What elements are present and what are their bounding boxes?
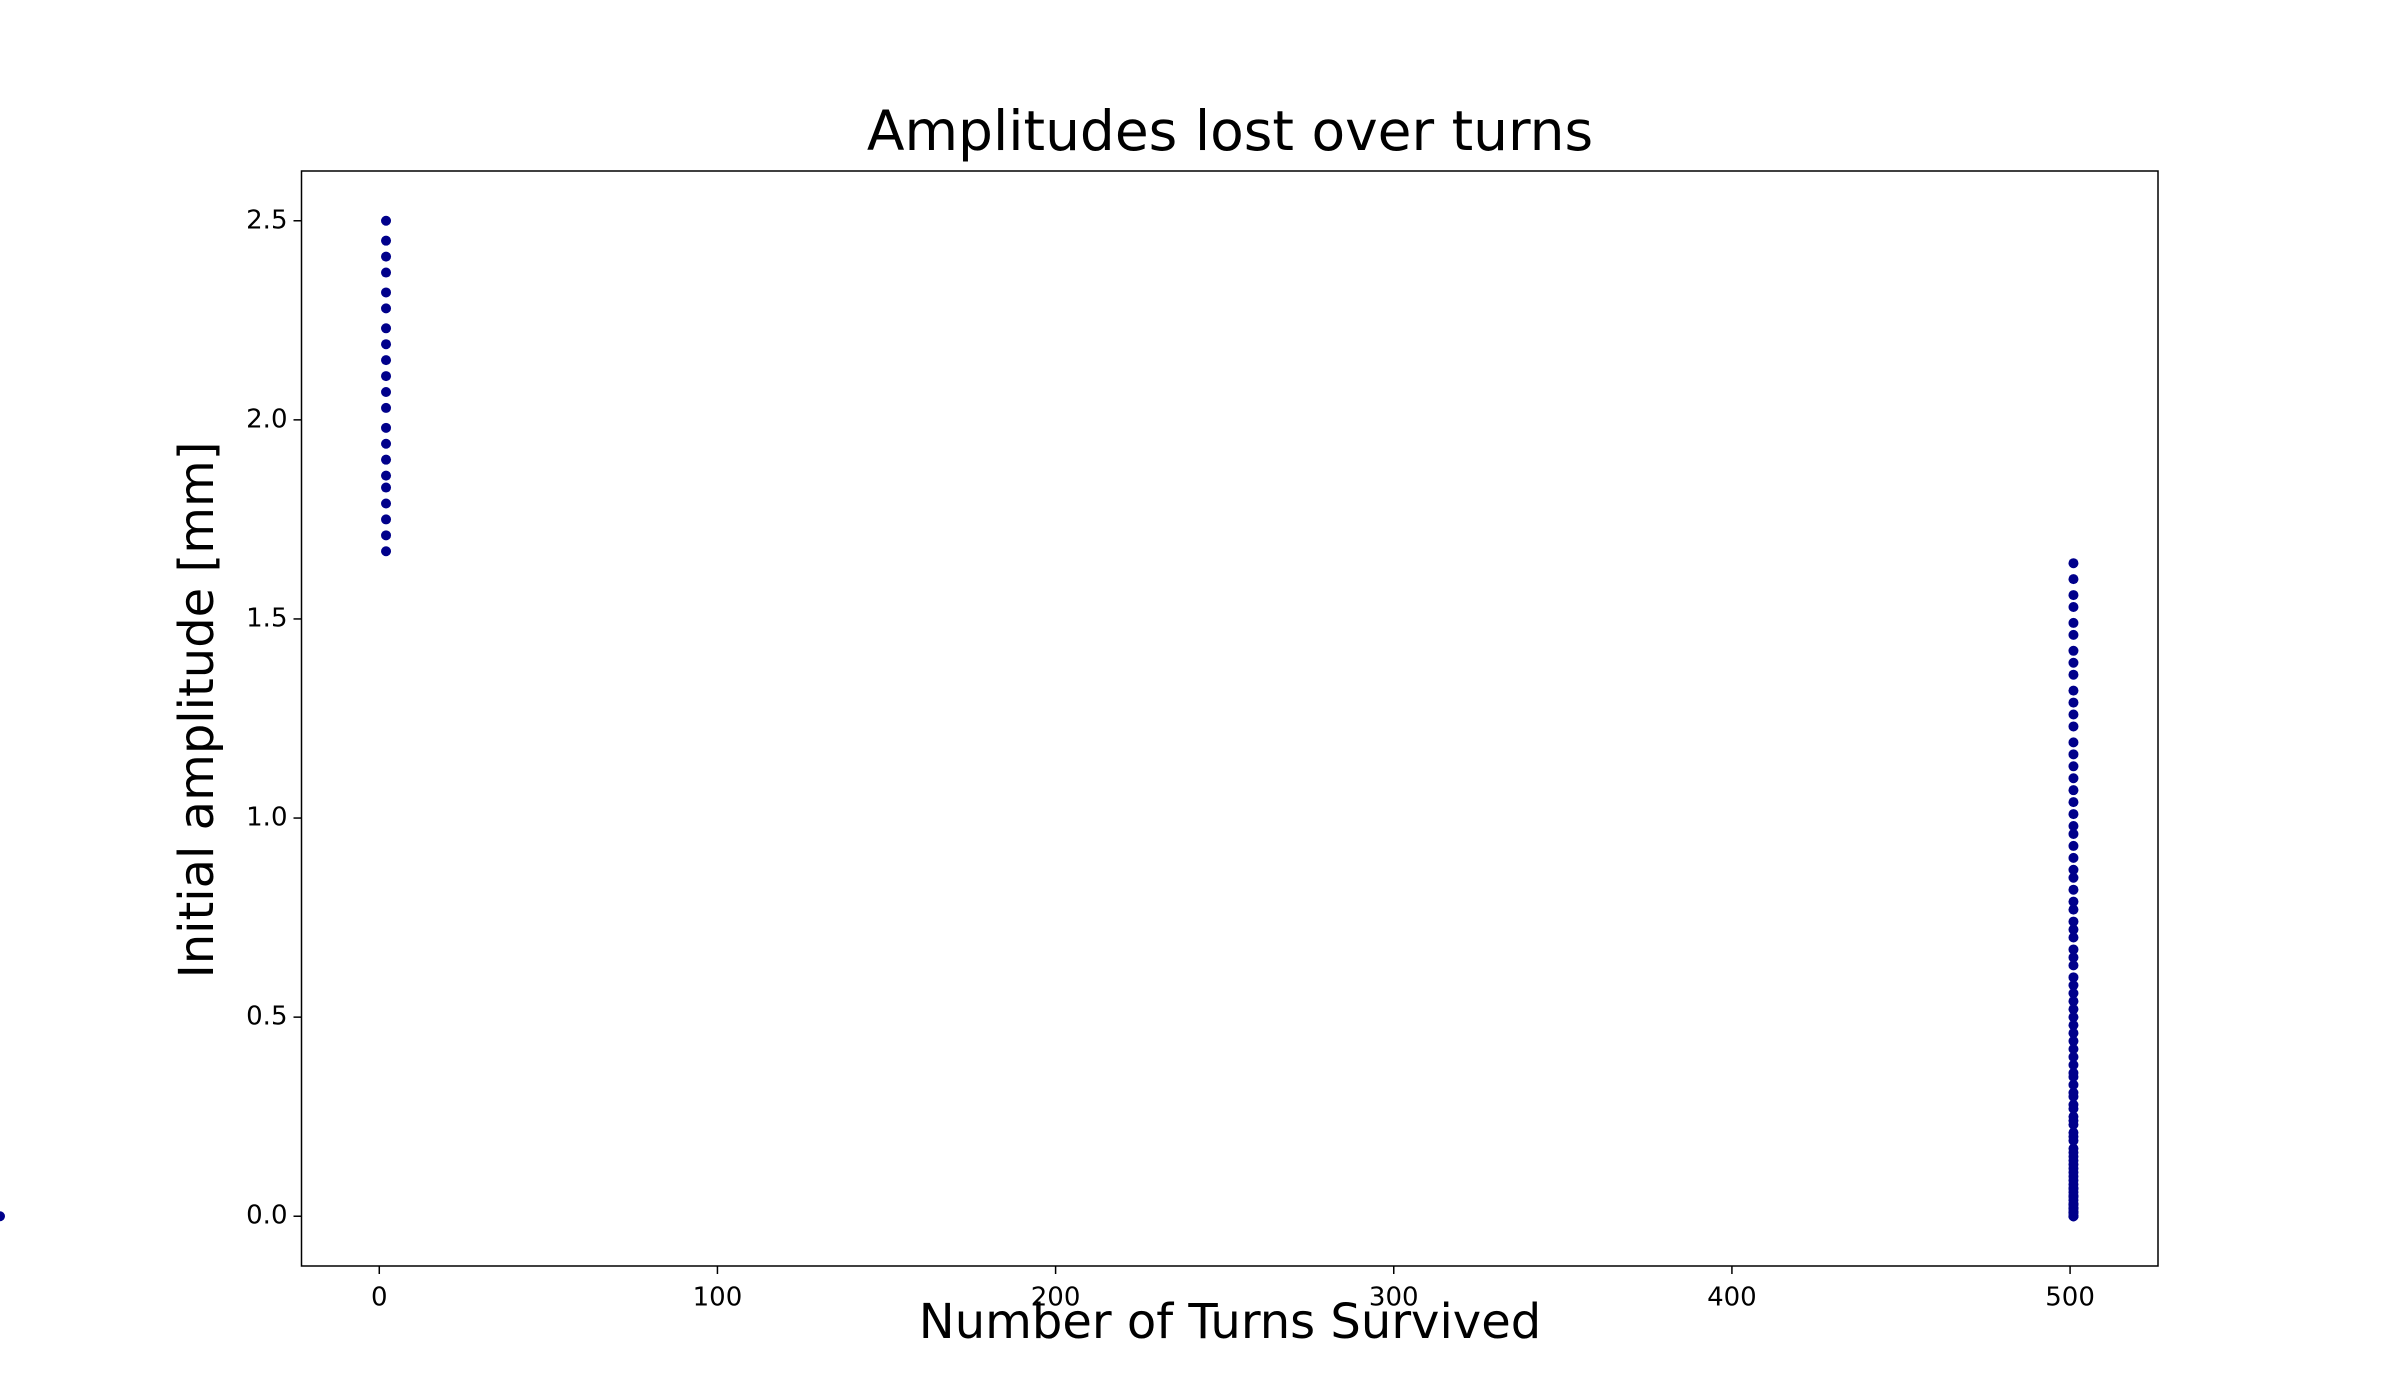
point — [381, 355, 392, 366]
point — [2068, 773, 2079, 784]
point — [2068, 944, 2079, 955]
point — [381, 267, 392, 278]
point — [2068, 952, 2079, 963]
point — [381, 235, 392, 246]
point — [381, 215, 392, 226]
point — [2068, 1103, 2079, 1114]
point — [2068, 904, 2079, 915]
point — [2068, 645, 2079, 656]
point — [2068, 924, 2079, 935]
point — [2068, 617, 2079, 628]
point — [2068, 1004, 2079, 1015]
point — [381, 470, 392, 481]
point — [2068, 972, 2079, 983]
point — [381, 386, 392, 397]
point — [2068, 864, 2079, 875]
point — [381, 303, 392, 314]
point — [2068, 1043, 2079, 1054]
y-tick-label: 1.0 — [246, 803, 287, 833]
point — [2068, 1036, 2079, 1047]
point — [2068, 574, 2079, 585]
x-tick-label: 500 — [2045, 1283, 2095, 1313]
point — [2068, 558, 2079, 569]
point — [2068, 797, 2079, 808]
point — [381, 251, 392, 262]
point — [2068, 785, 2079, 796]
point — [2068, 685, 2079, 696]
point — [381, 530, 392, 541]
point — [2068, 980, 2079, 991]
point — [381, 422, 392, 433]
point — [2068, 988, 2079, 999]
point — [2068, 916, 2079, 927]
point — [2068, 749, 2079, 760]
point — [2068, 737, 2079, 748]
point — [2068, 697, 2079, 708]
x-tick-label: 100 — [693, 1283, 743, 1313]
point — [2068, 657, 2079, 668]
point — [2068, 821, 2079, 832]
point — [381, 438, 392, 449]
y-tick-label: 0.0 — [246, 1201, 287, 1231]
point — [2068, 872, 2079, 883]
plot-frame — [300, 170, 2159, 1267]
y-tick-label: 1.5 — [246, 603, 287, 633]
y-tick-label: 0.5 — [246, 1002, 287, 1032]
point — [2068, 1020, 2079, 1031]
point — [381, 498, 392, 509]
point — [2068, 852, 2079, 863]
point — [2068, 669, 2079, 680]
y-axis-label: Initial amplitude [mm] — [169, 442, 225, 979]
point — [2068, 1091, 2079, 1102]
x-tick-label: 200 — [1031, 1283, 1081, 1313]
point — [381, 546, 392, 557]
point — [381, 402, 392, 413]
point — [0, 1211, 5, 1222]
point — [381, 323, 392, 334]
point — [2068, 721, 2079, 732]
point — [2068, 709, 2079, 720]
point — [2068, 1079, 2079, 1090]
point — [2068, 1135, 2079, 1146]
y-tick-label: 2.5 — [246, 205, 287, 235]
point — [2068, 896, 2079, 907]
point — [2068, 828, 2079, 839]
point — [2068, 1059, 2079, 1070]
point — [2068, 1028, 2079, 1039]
x-tick-label: 0 — [371, 1283, 388, 1313]
point — [2068, 602, 2079, 613]
point — [2068, 1071, 2079, 1082]
point — [2068, 996, 2079, 1007]
point — [2068, 590, 2079, 601]
x-tick-label: 400 — [1707, 1283, 1757, 1313]
point — [381, 339, 392, 350]
x-axis-label: Number of Turns Survived — [919, 1294, 1541, 1350]
point — [2068, 840, 2079, 851]
point — [2068, 1051, 2079, 1062]
point — [2068, 884, 2079, 895]
point — [2068, 809, 2079, 820]
point — [381, 454, 392, 465]
point — [2068, 761, 2079, 772]
x-tick-label: 300 — [1369, 1283, 1419, 1313]
point — [381, 482, 392, 493]
point — [381, 287, 392, 298]
point — [2068, 1211, 2079, 1222]
point — [2068, 1012, 2079, 1023]
point — [2068, 1119, 2079, 1130]
y-tick-label: 2.0 — [246, 404, 287, 434]
point — [2068, 629, 2079, 640]
point — [381, 514, 392, 525]
chart-title: Amplitudes lost over turns — [867, 99, 1593, 163]
point — [2068, 932, 2079, 943]
point — [2068, 960, 2079, 971]
point — [381, 371, 392, 382]
